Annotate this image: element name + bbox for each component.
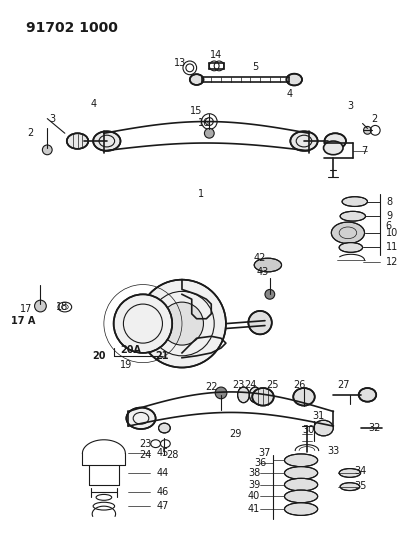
Ellipse shape xyxy=(340,212,366,221)
Text: 25: 25 xyxy=(266,380,279,390)
Circle shape xyxy=(364,126,371,134)
Ellipse shape xyxy=(331,222,364,244)
Text: 18: 18 xyxy=(56,302,68,312)
Text: 15: 15 xyxy=(190,106,203,116)
Text: 34: 34 xyxy=(354,466,367,476)
Circle shape xyxy=(42,145,52,155)
Ellipse shape xyxy=(286,74,302,85)
Text: 17 A: 17 A xyxy=(11,316,35,326)
Text: 12: 12 xyxy=(386,257,398,267)
Circle shape xyxy=(204,128,214,138)
Text: 22: 22 xyxy=(205,382,218,392)
Circle shape xyxy=(215,387,227,399)
Text: 13: 13 xyxy=(174,58,186,68)
Ellipse shape xyxy=(324,133,346,149)
Ellipse shape xyxy=(284,490,318,503)
Text: 32: 32 xyxy=(368,423,380,433)
Text: 10: 10 xyxy=(386,228,398,238)
Text: 7: 7 xyxy=(361,146,368,156)
Ellipse shape xyxy=(126,408,156,429)
Ellipse shape xyxy=(238,387,249,402)
Ellipse shape xyxy=(284,454,318,466)
Circle shape xyxy=(160,302,204,345)
Circle shape xyxy=(34,300,46,312)
Ellipse shape xyxy=(339,243,362,252)
Text: 26: 26 xyxy=(293,380,305,390)
Text: 42: 42 xyxy=(254,253,266,263)
Text: 17: 17 xyxy=(20,304,32,314)
Text: 14: 14 xyxy=(210,50,222,60)
Circle shape xyxy=(248,311,272,334)
Text: 31: 31 xyxy=(312,411,325,422)
Text: 45: 45 xyxy=(156,448,169,458)
Ellipse shape xyxy=(359,388,376,402)
Text: 33: 33 xyxy=(327,446,340,456)
Ellipse shape xyxy=(190,74,204,85)
Text: 1: 1 xyxy=(198,189,204,199)
Text: 20: 20 xyxy=(92,351,106,361)
Text: 24: 24 xyxy=(140,450,152,461)
Ellipse shape xyxy=(67,133,88,149)
Ellipse shape xyxy=(284,478,318,491)
Circle shape xyxy=(265,289,275,299)
Text: 30: 30 xyxy=(303,425,315,435)
Text: 35: 35 xyxy=(354,481,367,491)
Text: 19: 19 xyxy=(120,360,132,369)
Text: 24: 24 xyxy=(244,380,256,390)
Text: 29: 29 xyxy=(230,429,242,439)
Circle shape xyxy=(138,280,226,368)
Text: 23: 23 xyxy=(140,439,152,449)
Ellipse shape xyxy=(340,483,360,490)
Text: 38: 38 xyxy=(248,468,260,478)
Text: 6: 6 xyxy=(385,221,391,231)
Text: 23: 23 xyxy=(232,380,245,390)
Text: 44: 44 xyxy=(156,468,168,478)
Circle shape xyxy=(114,294,172,353)
Ellipse shape xyxy=(93,131,120,151)
Text: 11: 11 xyxy=(386,243,398,253)
Text: 46: 46 xyxy=(156,487,168,497)
Text: 39: 39 xyxy=(248,480,260,490)
Ellipse shape xyxy=(324,141,343,155)
Ellipse shape xyxy=(254,258,282,272)
Text: 40: 40 xyxy=(248,491,260,502)
Ellipse shape xyxy=(314,420,333,436)
Text: 9: 9 xyxy=(386,211,392,221)
Text: 16: 16 xyxy=(198,118,210,128)
Ellipse shape xyxy=(284,466,318,479)
Text: 2: 2 xyxy=(28,128,34,138)
Text: 47: 47 xyxy=(156,501,169,511)
Text: 3: 3 xyxy=(49,114,55,124)
Text: 28: 28 xyxy=(166,450,178,461)
Text: 36: 36 xyxy=(254,458,266,468)
Ellipse shape xyxy=(249,387,261,402)
Ellipse shape xyxy=(339,469,361,478)
Ellipse shape xyxy=(293,388,315,406)
Text: 4: 4 xyxy=(286,89,292,99)
Text: 5: 5 xyxy=(252,62,258,72)
Ellipse shape xyxy=(158,423,170,433)
Text: 8: 8 xyxy=(386,197,392,207)
Text: 3: 3 xyxy=(347,101,353,111)
Ellipse shape xyxy=(290,131,318,151)
Text: 2: 2 xyxy=(371,114,378,124)
Text: 91702 1000: 91702 1000 xyxy=(26,21,118,35)
Text: 21: 21 xyxy=(156,351,169,361)
Text: 41: 41 xyxy=(248,504,260,514)
Text: 43: 43 xyxy=(257,267,269,277)
Ellipse shape xyxy=(284,503,318,515)
Text: 27: 27 xyxy=(337,380,349,390)
Ellipse shape xyxy=(342,197,368,206)
Text: 20A: 20A xyxy=(121,345,142,355)
Text: 37: 37 xyxy=(259,448,271,458)
Text: 4: 4 xyxy=(91,99,97,109)
Ellipse shape xyxy=(252,388,274,406)
